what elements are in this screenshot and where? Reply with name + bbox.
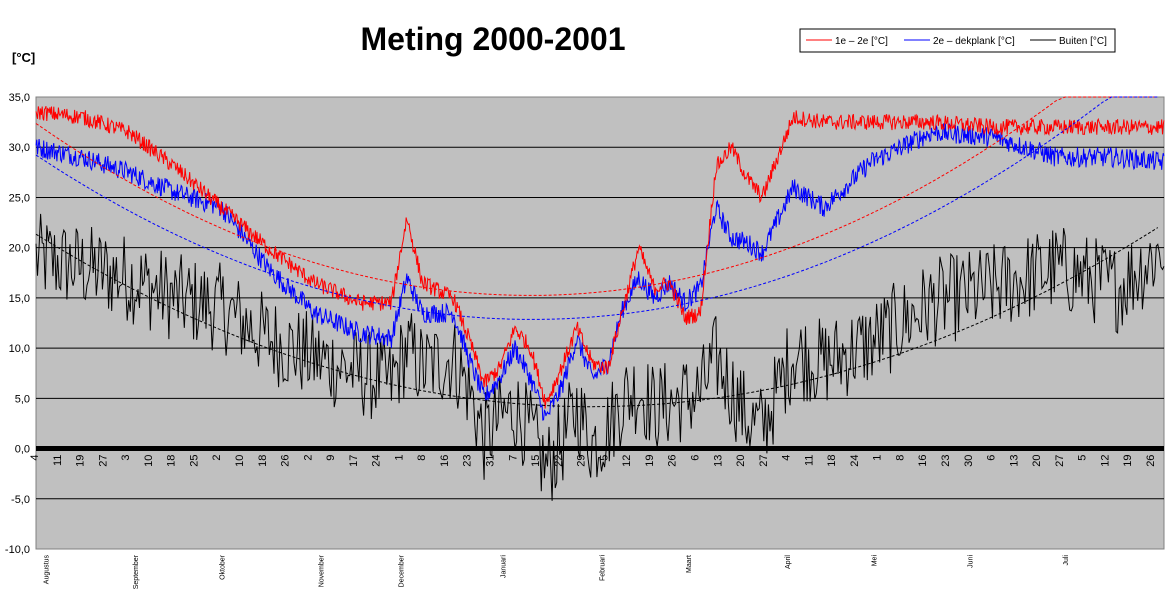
y-tick-label: 35,0 (9, 92, 30, 104)
x-tick-label: 26 (667, 455, 679, 467)
y-axis-unit-label: [°C] (12, 50, 35, 65)
x-tick-label: 4 (781, 455, 793, 461)
x-tick-label: 13 (1008, 455, 1020, 467)
y-tick-label: -10,0 (5, 544, 30, 556)
chart-title: Meting 2000-2001 (360, 21, 625, 57)
x-tick-label: 4 (29, 455, 41, 461)
x-tick-label: 20 (735, 455, 747, 467)
legend-box (799, 28, 1116, 53)
series-line-2 (35, 123, 1165, 421)
x-tick-label: 3 (120, 455, 132, 461)
x-tick-label: 19 (644, 455, 656, 467)
x-tick-label: 20 (1031, 455, 1043, 467)
x-tick-label: 25 (188, 455, 200, 467)
legend-label-series-2: 2e – dekplank [°C] (933, 36, 1015, 47)
trend-line-2 (35, 96, 1158, 320)
x-tick-label: 1 (393, 455, 405, 461)
x-tick-label: 16 (917, 455, 929, 467)
x-tick-label: 17 (348, 455, 360, 467)
month-label: November (318, 554, 325, 587)
x-tick-label: 23 (462, 455, 474, 467)
y-tick-label: 20,0 (9, 243, 30, 255)
y-tick-label: 30,0 (9, 142, 30, 154)
x-tick-label: 8 (416, 455, 428, 461)
x-tick-label: 11 (52, 455, 64, 466)
series-lines (35, 106, 1165, 501)
x-tick-label: 24 (371, 455, 383, 467)
series-line-3 (35, 213, 1165, 501)
x-tick-label: 31 (485, 455, 497, 467)
month-label: Maart (686, 555, 693, 573)
y-tick-label: 5,0 (15, 393, 30, 405)
month-label: Augustus (43, 555, 50, 585)
y-tick-label: -5,0 (11, 494, 30, 506)
x-tick-label: 26 (1145, 455, 1157, 467)
month-label: Februari (600, 555, 607, 582)
month-label: Januari (501, 555, 508, 578)
x-tick-label: 18 (257, 455, 269, 467)
legend: 1e – 2e [°C] 2e – dekplank [°C] Buiten [… (799, 28, 1116, 53)
x-tick-label: 5 (1077, 455, 1089, 461)
x-tick-label: 12 (621, 455, 633, 467)
trend-line-3 (35, 227, 1159, 408)
x-tick-label: 15 (530, 455, 542, 467)
x-tick-label: 26 (280, 455, 292, 467)
x-tick-label: 6 (690, 455, 702, 461)
legend-label-series-3: Buiten [°C] (1059, 36, 1107, 47)
x-tick-label: 2 (211, 455, 223, 461)
x-tick-label: 6 (986, 455, 998, 461)
month-labels: Augustus September Oktober November December… (43, 554, 1070, 589)
x-tick-label: 1 (872, 455, 884, 461)
y-tick-labels: 35,0 30,0 25,0 20,0 15,0 10,0 5,0 0,0 -5,0 -10,0 (5, 92, 30, 556)
trend-line-1 (35, 96, 1158, 296)
y-tick-label: 0,0 (15, 444, 30, 456)
y-tick-label: 10,0 (9, 343, 30, 355)
x-tick-label: 10 (143, 455, 155, 467)
month-label: Oktober (219, 554, 226, 580)
y-tick-label: 25,0 (9, 192, 30, 204)
x-tick-label: 24 (849, 455, 861, 467)
x-tick-label: 9 (325, 455, 337, 461)
trend-lines (35, 96, 1159, 408)
x-tick-label: 19 (75, 455, 87, 467)
month-label: Mei (872, 555, 879, 567)
x-tick-label: 18 (826, 455, 838, 467)
x-tick-label: 13 (712, 455, 724, 467)
x-tick-label: 22 (553, 455, 565, 467)
x-tick-label: 29 (576, 455, 588, 467)
x-tick-label: 23 (940, 455, 952, 467)
month-label: Juni (967, 555, 974, 568)
x-tick-label: 2 (302, 455, 314, 461)
x-tick-label: 30 (963, 455, 975, 467)
x-tick-labels: 4 11 19 27 3 10 18 25 2 10 18 26 2 9 17 24 1 8 16 23 31 7 15 22… (29, 455, 1157, 467)
x-tick-label: 10 (234, 455, 246, 467)
y-tick-label: 15,0 (9, 293, 30, 305)
legend-label-series-1: 1e – 2e [°C] (835, 36, 888, 47)
x-tick-label: 11 (803, 455, 815, 466)
x-tick-label: 5 (598, 455, 610, 461)
x-tick-label: 27 (1054, 455, 1066, 467)
month-label: December (399, 554, 406, 587)
x-tick-label: 8 (895, 455, 907, 461)
month-label: Juli (1063, 555, 1070, 566)
x-tick-label: 27 (758, 455, 770, 467)
x-tick-label: 19 (1122, 455, 1134, 467)
x-tick-label: 18 (166, 455, 178, 467)
x-tick-label: 7 (507, 455, 519, 461)
month-label: April (785, 555, 792, 569)
x-tick-label: 16 (439, 455, 451, 467)
x-tick-label: 12 (1099, 455, 1111, 467)
series-line-1 (35, 106, 1165, 409)
month-label: September (133, 554, 140, 589)
x-tick-label: 27 (97, 455, 109, 467)
